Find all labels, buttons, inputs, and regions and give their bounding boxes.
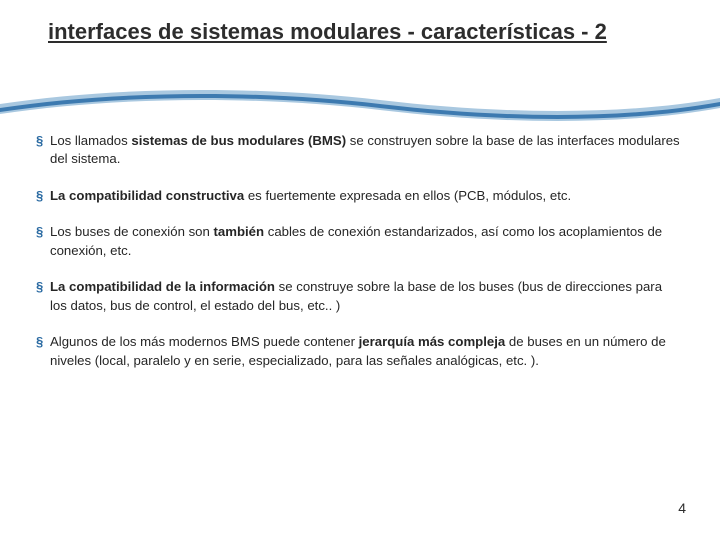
slide: interfaces de sistemas modulares - carac… xyxy=(0,0,720,540)
list-item: § La compatibilidad constructiva es fuer… xyxy=(36,187,680,205)
text-pre: Algunos de los más modernos BMS puede co… xyxy=(50,334,359,349)
text-bold: La compatibilidad de la información xyxy=(50,279,275,294)
bullet-marker-icon: § xyxy=(36,223,50,241)
bullet-text: Los buses de conexión son también cables… xyxy=(50,223,680,260)
content-area: § Los llamados sistemas de bus modulares… xyxy=(0,110,720,370)
bullet-marker-icon: § xyxy=(36,278,50,296)
bullet-text: Los llamados sistemas de bus modulares (… xyxy=(50,132,680,169)
list-item: § La compatibilidad de la información se… xyxy=(36,278,680,315)
page-title: interfaces de sistemas modulares - carac… xyxy=(48,18,648,46)
bullet-marker-icon: § xyxy=(36,333,50,351)
text-post: es fuertemente expresada en ellos (PCB, … xyxy=(244,188,571,203)
text-bold: también xyxy=(214,224,265,239)
bullet-marker-icon: § xyxy=(36,132,50,150)
list-item: § Los llamados sistemas de bus modulares… xyxy=(36,132,680,169)
text-pre: Los buses de conexión son xyxy=(50,224,214,239)
bullet-text: Algunos de los más modernos BMS puede co… xyxy=(50,333,680,370)
text-pre: Los llamados xyxy=(50,133,131,148)
text-bold: La compatibilidad constructiva xyxy=(50,188,244,203)
page-number: 4 xyxy=(678,500,686,516)
list-item: § Algunos de los más modernos BMS puede … xyxy=(36,333,680,370)
text-bold: sistemas de bus modulares (BMS) xyxy=(131,133,346,148)
text-bold: jerarquía más compleja xyxy=(359,334,506,349)
bullet-text: La compatibilidad de la información se c… xyxy=(50,278,680,315)
bullet-marker-icon: § xyxy=(36,187,50,205)
bullet-text: La compatibilidad constructiva es fuerte… xyxy=(50,187,680,205)
list-item: § Los buses de conexión son también cabl… xyxy=(36,223,680,260)
